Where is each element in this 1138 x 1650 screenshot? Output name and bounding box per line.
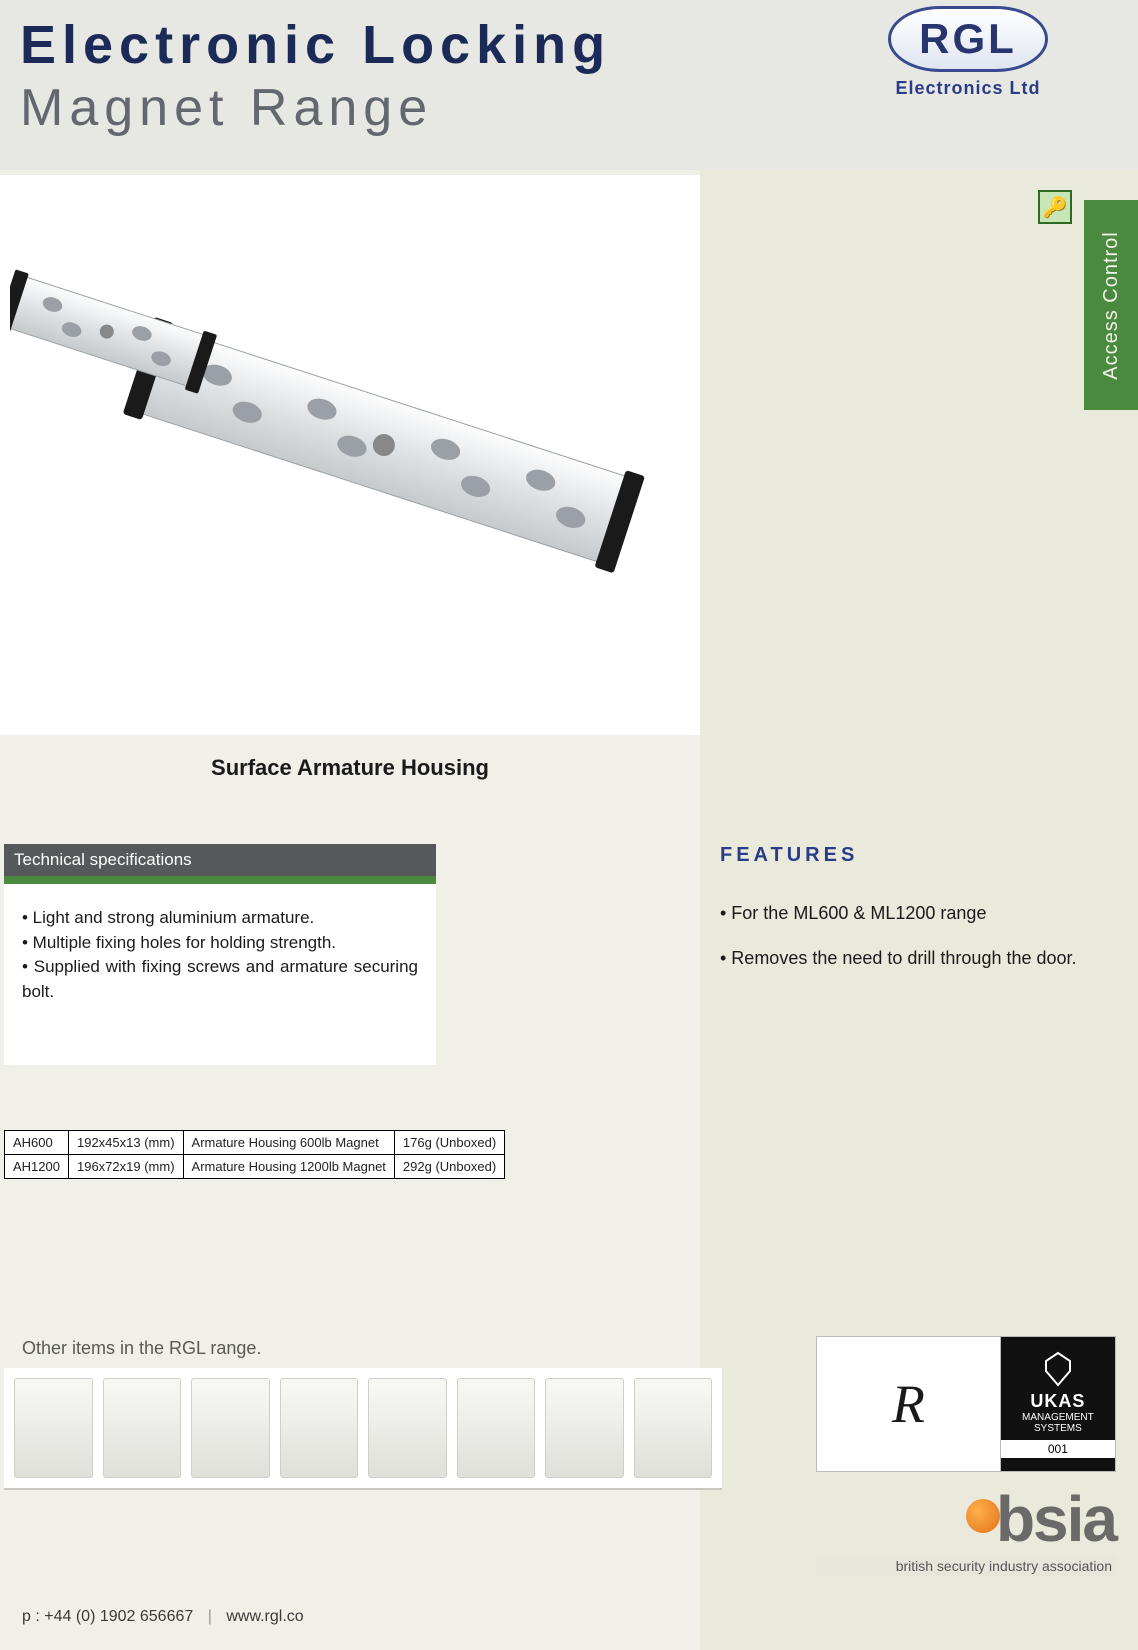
certification-badge: R UKAS MANAGEMENT SYSTEMS 001 [816,1336,1116,1472]
thumb-cable [545,1378,624,1478]
cell: AH600 [5,1131,69,1155]
ukas-number: 001 [1001,1440,1115,1458]
thumb-breakglass [457,1378,536,1478]
cell: 196x72x19 (mm) [68,1155,183,1179]
company-logo: RGL Electronics Ltd [858,6,1078,99]
logo-subtext: Electronics Ltd [858,78,1078,99]
ukas-label: UKAS [1030,1391,1085,1412]
logo-text: RGL [888,6,1048,72]
bsia-dot-icon [966,1499,1000,1533]
cell: 292g (Unboxed) [394,1155,504,1179]
key-icon: 🔑 [1038,190,1072,224]
specs-body: • Light and strong aluminium armature. •… [4,884,436,1065]
features-body: • For the ML600 & ML1200 range • Removes… [720,900,1120,990]
specs-heading: Technical specifications [14,850,192,870]
bsia-subtext: british security industry association [816,1556,1116,1576]
cert-lloyds: R [817,1337,1001,1471]
bsia-logo: bsia [816,1482,1116,1556]
features-heading: FEATURES [720,844,858,867]
thumb-psu [634,1378,713,1478]
footer-web: www.rgl.co [226,1608,303,1625]
page-title-line2: Magnet Range [20,78,433,138]
product-name: Surface Armature Housing [0,755,700,781]
ukas-sub2: SYSTEMS [1034,1423,1082,1434]
footer-phone: +44 (0) 1902 656667 [44,1608,193,1625]
cell: 176g (Unboxed) [394,1131,504,1155]
bsia-block: bsia british security industry associati… [816,1482,1116,1576]
page-title-line1: Electronic Locking [20,14,611,76]
specs-underline [4,876,436,884]
product-illustration [10,205,690,705]
footer-sep: | [208,1608,212,1625]
parts-table: AH600 192x45x13 (mm) Armature Housing 60… [4,1130,505,1179]
footer-phone-label: p : [22,1608,40,1625]
spec-bullet: • Multiple fixing holes for holding stre… [22,931,418,956]
ukas-sub1: MANAGEMENT [1022,1412,1094,1423]
cell: 192x45x13 (mm) [68,1131,183,1155]
category-tab: Access Control [1084,200,1138,410]
product-image-panel [0,175,700,735]
cert-r-icon: R [892,1373,925,1435]
other-items-title: Other items in the RGL range. [22,1338,261,1359]
thumb-lock [191,1378,270,1478]
thumb-maglock [280,1378,359,1478]
cell: Armature Housing 1200lb Magnet [183,1155,394,1179]
specs-heading-bar: Technical specifications [4,844,436,876]
table-row: AH1200 196x72x19 (mm) Armature Housing 1… [5,1155,505,1179]
feature-item: • Removes the need to drill through the … [720,945,1120,972]
thumb-exit-button [368,1378,447,1478]
spec-bullet: • Light and strong aluminium armature. [22,906,418,931]
cert-ukas: UKAS MANAGEMENT SYSTEMS 001 [1001,1337,1115,1471]
thumb-keypad [14,1378,93,1478]
footer: p : +44 (0) 1902 656667 | www.rgl.co [22,1608,304,1626]
other-items-row [4,1368,722,1490]
table-row: AH600 192x45x13 (mm) Armature Housing 60… [5,1131,505,1155]
category-tab-label: Access Control [1100,231,1123,380]
thumb-pcb [103,1378,182,1478]
cell: Armature Housing 600lb Magnet [183,1131,394,1155]
spec-bullet: • Supplied with fixing screws and armatu… [22,955,418,1004]
cell: AH1200 [5,1155,69,1179]
feature-item: • For the ML600 & ML1200 range [720,900,1120,927]
